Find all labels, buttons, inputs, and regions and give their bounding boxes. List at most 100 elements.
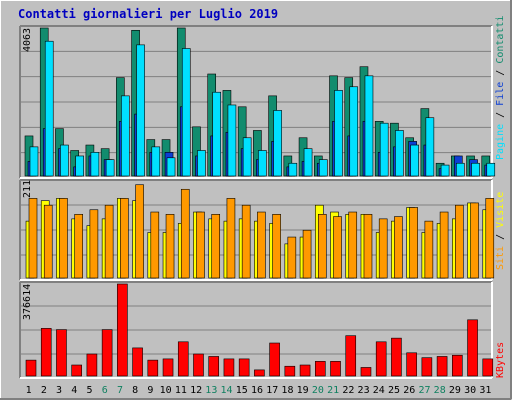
day-label: 21 [327, 385, 339, 396]
kbytes-bar [314, 361, 326, 377]
traffic-bar-contatti [440, 164, 450, 177]
visits-bar-siti [394, 216, 403, 279]
visits-bar-siti [470, 202, 479, 279]
kbytes-bar [436, 356, 448, 377]
legend-siti: Siti [495, 246, 506, 270]
traffic-bar-contatti [105, 159, 115, 177]
day-label: 28 [434, 385, 446, 396]
day-label: 13 [205, 385, 217, 396]
visits-bar-siti [439, 211, 449, 279]
kbytes-bar [132, 347, 143, 377]
kbytes-bar [147, 359, 159, 377]
kbytes-bar [40, 328, 52, 377]
visits-bar-siti [363, 214, 373, 279]
day-label: 18 [281, 385, 293, 396]
legend-sep-1: / [495, 106, 506, 124]
day-label: 5 [87, 385, 93, 396]
day-label: 27 [418, 385, 430, 396]
traffic-bar-contatti [181, 48, 191, 177]
day-label: 12 [190, 385, 202, 396]
kbytes-bar [56, 329, 67, 377]
kbytes-bar [208, 356, 220, 377]
kbytes-bar [284, 365, 296, 377]
kbytes-bar [269, 342, 280, 377]
day-label: 25 [388, 385, 400, 396]
day-label: 31 [479, 385, 491, 396]
day-label: 14 [221, 385, 233, 396]
visits-legend: Siti / Visite [495, 192, 506, 270]
day-label: 17 [266, 385, 278, 396]
traffic-bar-contatti [166, 157, 176, 177]
visits-bar-siti [150, 211, 160, 279]
kbytes-bar [25, 359, 37, 377]
kbytes-bar [254, 369, 265, 377]
kbytes-bar [345, 335, 357, 377]
traffic-bar-contatti [121, 95, 130, 177]
legend-file: File [495, 82, 506, 106]
visits-bar-siti [302, 229, 312, 279]
day-labels: 1 2 3 4 5 6 7 8 9 10 11 12 13 14 15 16 17 18 19 20 21 22 23 24 2… [26, 385, 492, 396]
kbytes-bar [375, 341, 387, 377]
visits-bar-siti [135, 184, 144, 279]
visits-bar-siti [89, 209, 99, 279]
visits-bar-siti [257, 211, 266, 279]
visits-bar-siti [485, 198, 495, 279]
visits-bar-siti [348, 211, 358, 279]
traffic-legend: Pagine / File / Contatti [495, 15, 506, 160]
kbytes-bar [467, 319, 478, 377]
visits-bar-siti [226, 198, 236, 279]
traffic-bar-contatti [212, 91, 222, 177]
kbytes-bar [101, 329, 113, 377]
visits-bar-siti [196, 211, 205, 279]
day-label: 9 [147, 385, 153, 396]
visits-bar-siti [378, 218, 388, 279]
kbytes-bar [421, 357, 433, 377]
traffic-bar-contatti [334, 90, 343, 177]
visits-bar-siti [28, 198, 38, 279]
day-label: 2 [41, 385, 47, 396]
traffic-bar-contatti [60, 144, 69, 177]
visits-bar-siti [455, 204, 464, 279]
visits-bar-siti [272, 214, 281, 279]
kbytes-panel [19, 281, 494, 379]
day-label: 26 [403, 385, 415, 396]
traffic-bar-contatti [273, 110, 282, 177]
traffic-bar-contatti [242, 137, 252, 177]
traffic-bar-contatti [349, 86, 359, 177]
day-label: 8 [132, 385, 138, 396]
traffic-bar-contatti [425, 117, 435, 177]
traffic-bar-contatti [227, 104, 237, 177]
visits-bar-siti [287, 236, 297, 279]
traffic-bar-contatti [395, 130, 404, 177]
traffic-bar-contatti [410, 144, 419, 177]
traffic-bar-contatti [364, 75, 374, 177]
kbytes-max-label: 376614 [22, 284, 33, 320]
traffic-bar-contatti [258, 150, 267, 177]
day-label: 20 [312, 385, 324, 396]
day-label: 3 [56, 385, 62, 396]
kbytes-bar [86, 353, 98, 377]
visits-max-label: 211 [22, 180, 33, 198]
legend-sep-3: / [495, 228, 506, 246]
day-label: 24 [373, 385, 385, 396]
visits-bar-siti [59, 198, 68, 279]
traffic-bar-contatti [44, 40, 54, 177]
kbytes-bar [117, 283, 128, 377]
day-label: 22 [342, 385, 354, 396]
traffic-bar-contatti [136, 44, 145, 177]
day-label: 23 [358, 385, 370, 396]
visits-bar-siti [43, 204, 53, 279]
traffic-bar-contatti [379, 122, 389, 177]
traffic-bar-contatti [471, 162, 480, 177]
visits-bar-siti [211, 214, 221, 279]
visits-bar-siti [74, 214, 83, 279]
kbytes-bar [223, 358, 235, 377]
kbytes-bar [162, 358, 174, 377]
traffic-bar-contatti [288, 162, 298, 177]
kbytes-bar [330, 361, 341, 377]
traffic-bar-contatti [318, 159, 328, 177]
traffic-bar-contatti [197, 150, 206, 177]
day-label: 1 [26, 385, 32, 396]
kbytes-bar [482, 358, 494, 377]
